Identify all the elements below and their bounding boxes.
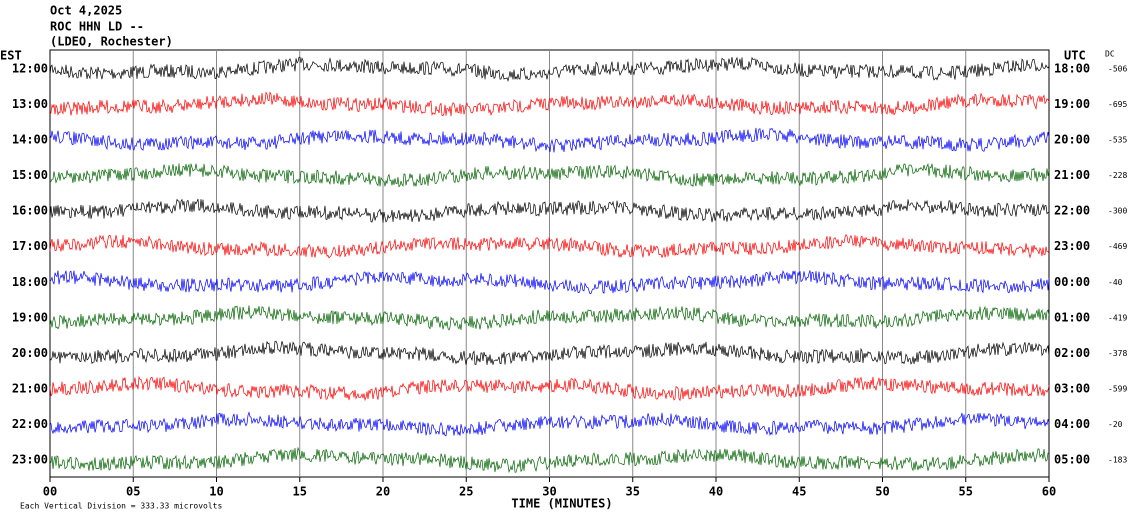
footer: Each Vertical Division = 333.33 microvol…	[20, 502, 222, 511]
utc-label: 03:00	[1054, 381, 1090, 395]
dc-label: DC	[1105, 50, 1115, 59]
est-label: 15:00	[12, 168, 48, 182]
utc-label: 20:00	[1054, 133, 1090, 147]
trace	[49, 91, 1050, 117]
x-tick-label: 60	[1042, 485, 1056, 499]
utc-label: 18:00	[1054, 62, 1090, 76]
dc-value: -183	[1108, 456, 1127, 465]
dc-value: -695	[1108, 100, 1127, 109]
x-tick-label: 50	[875, 485, 889, 499]
x-tick-label: 15	[293, 485, 307, 499]
est-label: 22:00	[12, 417, 48, 431]
dc-value: -469	[1108, 242, 1127, 251]
utc-label: 02:00	[1054, 346, 1090, 360]
x-tick-label: 20	[376, 485, 390, 499]
trace	[49, 446, 1050, 473]
utc-label: 19:00	[1054, 97, 1090, 111]
est-label: 20:00	[12, 346, 48, 360]
trace	[49, 270, 1050, 295]
dc-value: -300	[1108, 207, 1127, 216]
dc-value: -535	[1108, 136, 1127, 145]
est-label: 23:00	[12, 453, 48, 467]
x-tick-label: 40	[709, 485, 723, 499]
station: ROC HHN LD --	[50, 20, 144, 34]
utc-label: 22:00	[1054, 204, 1090, 218]
est-label: 14:00	[12, 133, 48, 147]
est-label: 13:00	[12, 97, 48, 111]
dc-value: -419	[1108, 313, 1127, 322]
trace	[49, 375, 1050, 402]
est-label: 18:00	[12, 275, 48, 289]
trace	[49, 411, 1050, 437]
dc-value: -20	[1108, 420, 1123, 429]
utc-label: 00:00	[1054, 275, 1090, 289]
x-tick-label: 35	[626, 485, 640, 499]
date: Oct 4,2025	[50, 4, 122, 18]
est-label: 17:00	[12, 239, 48, 253]
network: (LDEO, Rochester)	[50, 35, 173, 49]
right-axis-label: UTC	[1064, 49, 1086, 63]
dc-value: -506	[1108, 65, 1127, 74]
utc-label: 01:00	[1054, 310, 1090, 324]
dc-value: -228	[1108, 171, 1127, 180]
trace	[49, 340, 1050, 365]
utc-label: 21:00	[1054, 168, 1090, 182]
trace	[49, 198, 1050, 223]
trace	[49, 162, 1050, 188]
trace	[49, 127, 1050, 153]
x-tick-label: 45	[792, 485, 806, 499]
x-tick-label: 25	[459, 485, 473, 499]
x-tick-label: 55	[959, 485, 973, 499]
utc-label: 04:00	[1054, 417, 1090, 431]
dc-value: -40	[1108, 278, 1123, 287]
dc-value: -378	[1108, 349, 1127, 358]
trace	[49, 56, 1050, 83]
x-tick-label: 05	[126, 485, 140, 499]
est-label: 12:00	[12, 62, 48, 76]
dc-value: -599	[1108, 384, 1127, 393]
left-axis-label: EST	[0, 49, 22, 63]
x-tick-label: 10	[209, 485, 223, 499]
x-tick-label: 30	[542, 485, 556, 499]
utc-label: 23:00	[1054, 239, 1090, 253]
est-label: 16:00	[12, 204, 48, 218]
trace	[49, 233, 1050, 259]
x-tick-label: 00	[43, 485, 57, 499]
est-label: 19:00	[12, 310, 48, 324]
trace	[49, 305, 1050, 331]
est-label: 21:00	[12, 381, 48, 395]
x-axis-title: TIME (MINUTES)	[511, 497, 612, 511]
utc-label: 05:00	[1054, 453, 1090, 467]
